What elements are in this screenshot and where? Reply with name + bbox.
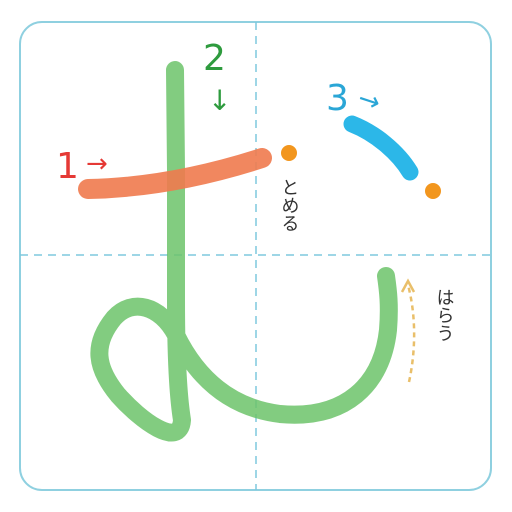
stop-note: とめる <box>279 178 300 232</box>
stroke-2-arrow: ↓ <box>208 84 231 117</box>
sweep-arrow-head <box>400 278 416 293</box>
stop-dot-stroke-3 <box>425 183 441 199</box>
stroke-1-number: 1 <box>56 146 79 187</box>
stroke-3 <box>343 115 419 181</box>
stroke-1-arrow: → <box>86 149 108 179</box>
sweep-note: はらう <box>434 288 455 342</box>
stroke-2-number: 2 <box>203 38 226 79</box>
sweep-arrow <box>406 284 416 383</box>
stop-dot-stroke-1 <box>281 145 297 161</box>
stroke-2 <box>90 61 398 442</box>
stroke-1 <box>78 148 272 199</box>
stroke-3-number: 3 <box>326 78 349 119</box>
